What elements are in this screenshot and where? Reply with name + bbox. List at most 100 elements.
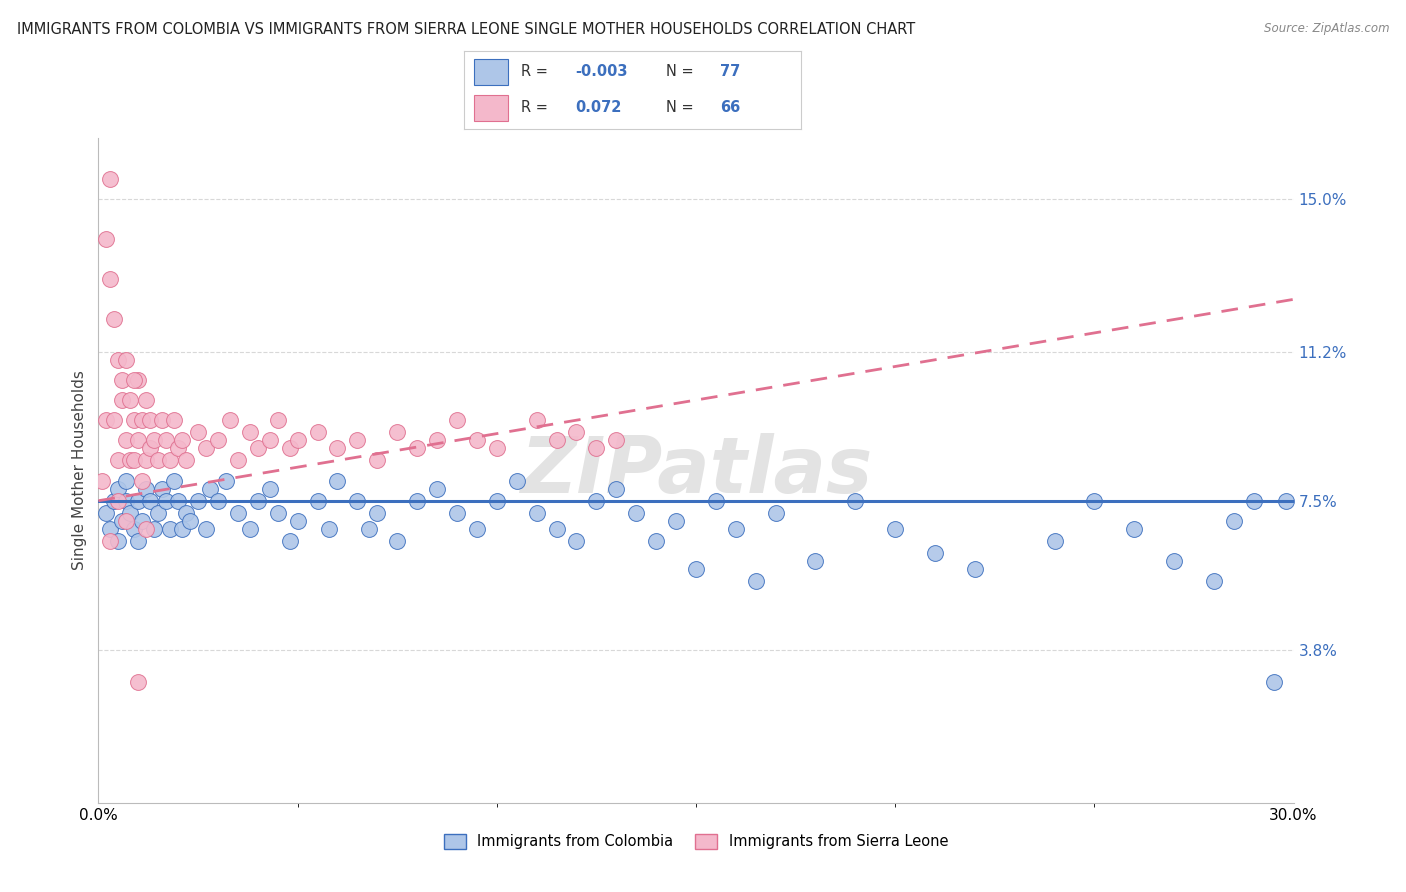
Point [159, 522, 181, 536]
Point [150, 413, 173, 427]
Point [155, 493, 177, 508]
Point [1043, 534, 1066, 549]
Point [278, 534, 301, 549]
Point [844, 493, 866, 508]
Point [804, 554, 827, 568]
Point [187, 493, 209, 508]
Point [98, 171, 122, 186]
Point [120, 453, 142, 467]
Bar [474, 59, 508, 86]
Point [359, 522, 381, 536]
Point [565, 534, 588, 549]
Point [215, 474, 238, 488]
Point [465, 522, 488, 536]
Point [546, 434, 568, 448]
Point [103, 413, 125, 427]
Point [506, 474, 529, 488]
Point [103, 312, 125, 326]
Point [111, 392, 134, 407]
Point [307, 425, 329, 440]
Point [124, 522, 146, 536]
Point [963, 562, 986, 576]
Point [198, 482, 221, 496]
Point [1274, 493, 1296, 508]
Point [1163, 554, 1185, 568]
Point [107, 493, 129, 508]
Point [143, 522, 166, 536]
Point [150, 482, 173, 496]
Point [174, 506, 197, 520]
Point [446, 413, 468, 427]
Point [287, 434, 309, 448]
Point [665, 514, 688, 528]
Text: N =: N = [666, 100, 695, 115]
Point [346, 493, 368, 508]
Point [366, 453, 388, 467]
Point [98, 534, 122, 549]
Point [259, 434, 281, 448]
Point [163, 413, 186, 427]
Point [346, 434, 368, 448]
Point [485, 442, 508, 456]
Point [724, 522, 747, 536]
Point [406, 493, 429, 508]
Point [259, 482, 281, 496]
Y-axis label: Single Mother Households: Single Mother Households [72, 370, 87, 571]
Bar [474, 95, 508, 121]
Point [187, 425, 209, 440]
Point [207, 434, 229, 448]
Text: Source: ZipAtlas.com: Source: ZipAtlas.com [1264, 22, 1389, 36]
Point [91, 474, 114, 488]
Point [120, 392, 142, 407]
Point [605, 482, 627, 496]
Point [167, 442, 190, 456]
Point [111, 373, 134, 387]
Point [174, 453, 197, 467]
Point [96, 232, 118, 246]
Point [239, 522, 262, 536]
Point [139, 413, 162, 427]
Point [127, 534, 149, 549]
Text: 77: 77 [720, 64, 741, 79]
Point [167, 493, 190, 508]
Point [98, 272, 122, 286]
Point [406, 442, 429, 456]
Point [385, 425, 409, 440]
Legend: Immigrants from Colombia, Immigrants from Sierra Leone: Immigrants from Colombia, Immigrants fro… [437, 829, 955, 855]
Point [1263, 675, 1285, 690]
Point [278, 442, 301, 456]
Point [139, 493, 162, 508]
Point [124, 413, 146, 427]
Point [159, 453, 181, 467]
Point [585, 493, 607, 508]
Point [127, 493, 149, 508]
Text: 66: 66 [720, 100, 741, 115]
Text: IMMIGRANTS FROM COLOMBIA VS IMMIGRANTS FROM SIERRA LEONE SINGLE MOTHER HOUSEHOLD: IMMIGRANTS FROM COLOMBIA VS IMMIGRANTS F… [17, 22, 915, 37]
Point [139, 442, 162, 456]
Point [924, 546, 946, 560]
Point [685, 562, 707, 576]
Text: R =: R = [522, 64, 548, 79]
Point [135, 453, 157, 467]
Text: ZIPatlas: ZIPatlas [520, 433, 872, 508]
Point [127, 675, 149, 690]
Point [135, 522, 157, 536]
Point [107, 482, 129, 496]
Point [307, 493, 329, 508]
Point [115, 493, 138, 508]
Point [111, 514, 134, 528]
Point [704, 493, 727, 508]
Point [884, 522, 907, 536]
Point [148, 506, 170, 520]
Point [163, 474, 186, 488]
Point [148, 453, 170, 467]
Point [366, 506, 388, 520]
Point [155, 434, 177, 448]
Point [131, 413, 153, 427]
Point [326, 474, 349, 488]
Point [626, 506, 648, 520]
Text: 0.072: 0.072 [575, 100, 621, 115]
Point [287, 514, 309, 528]
Point [745, 574, 768, 589]
Point [246, 442, 269, 456]
